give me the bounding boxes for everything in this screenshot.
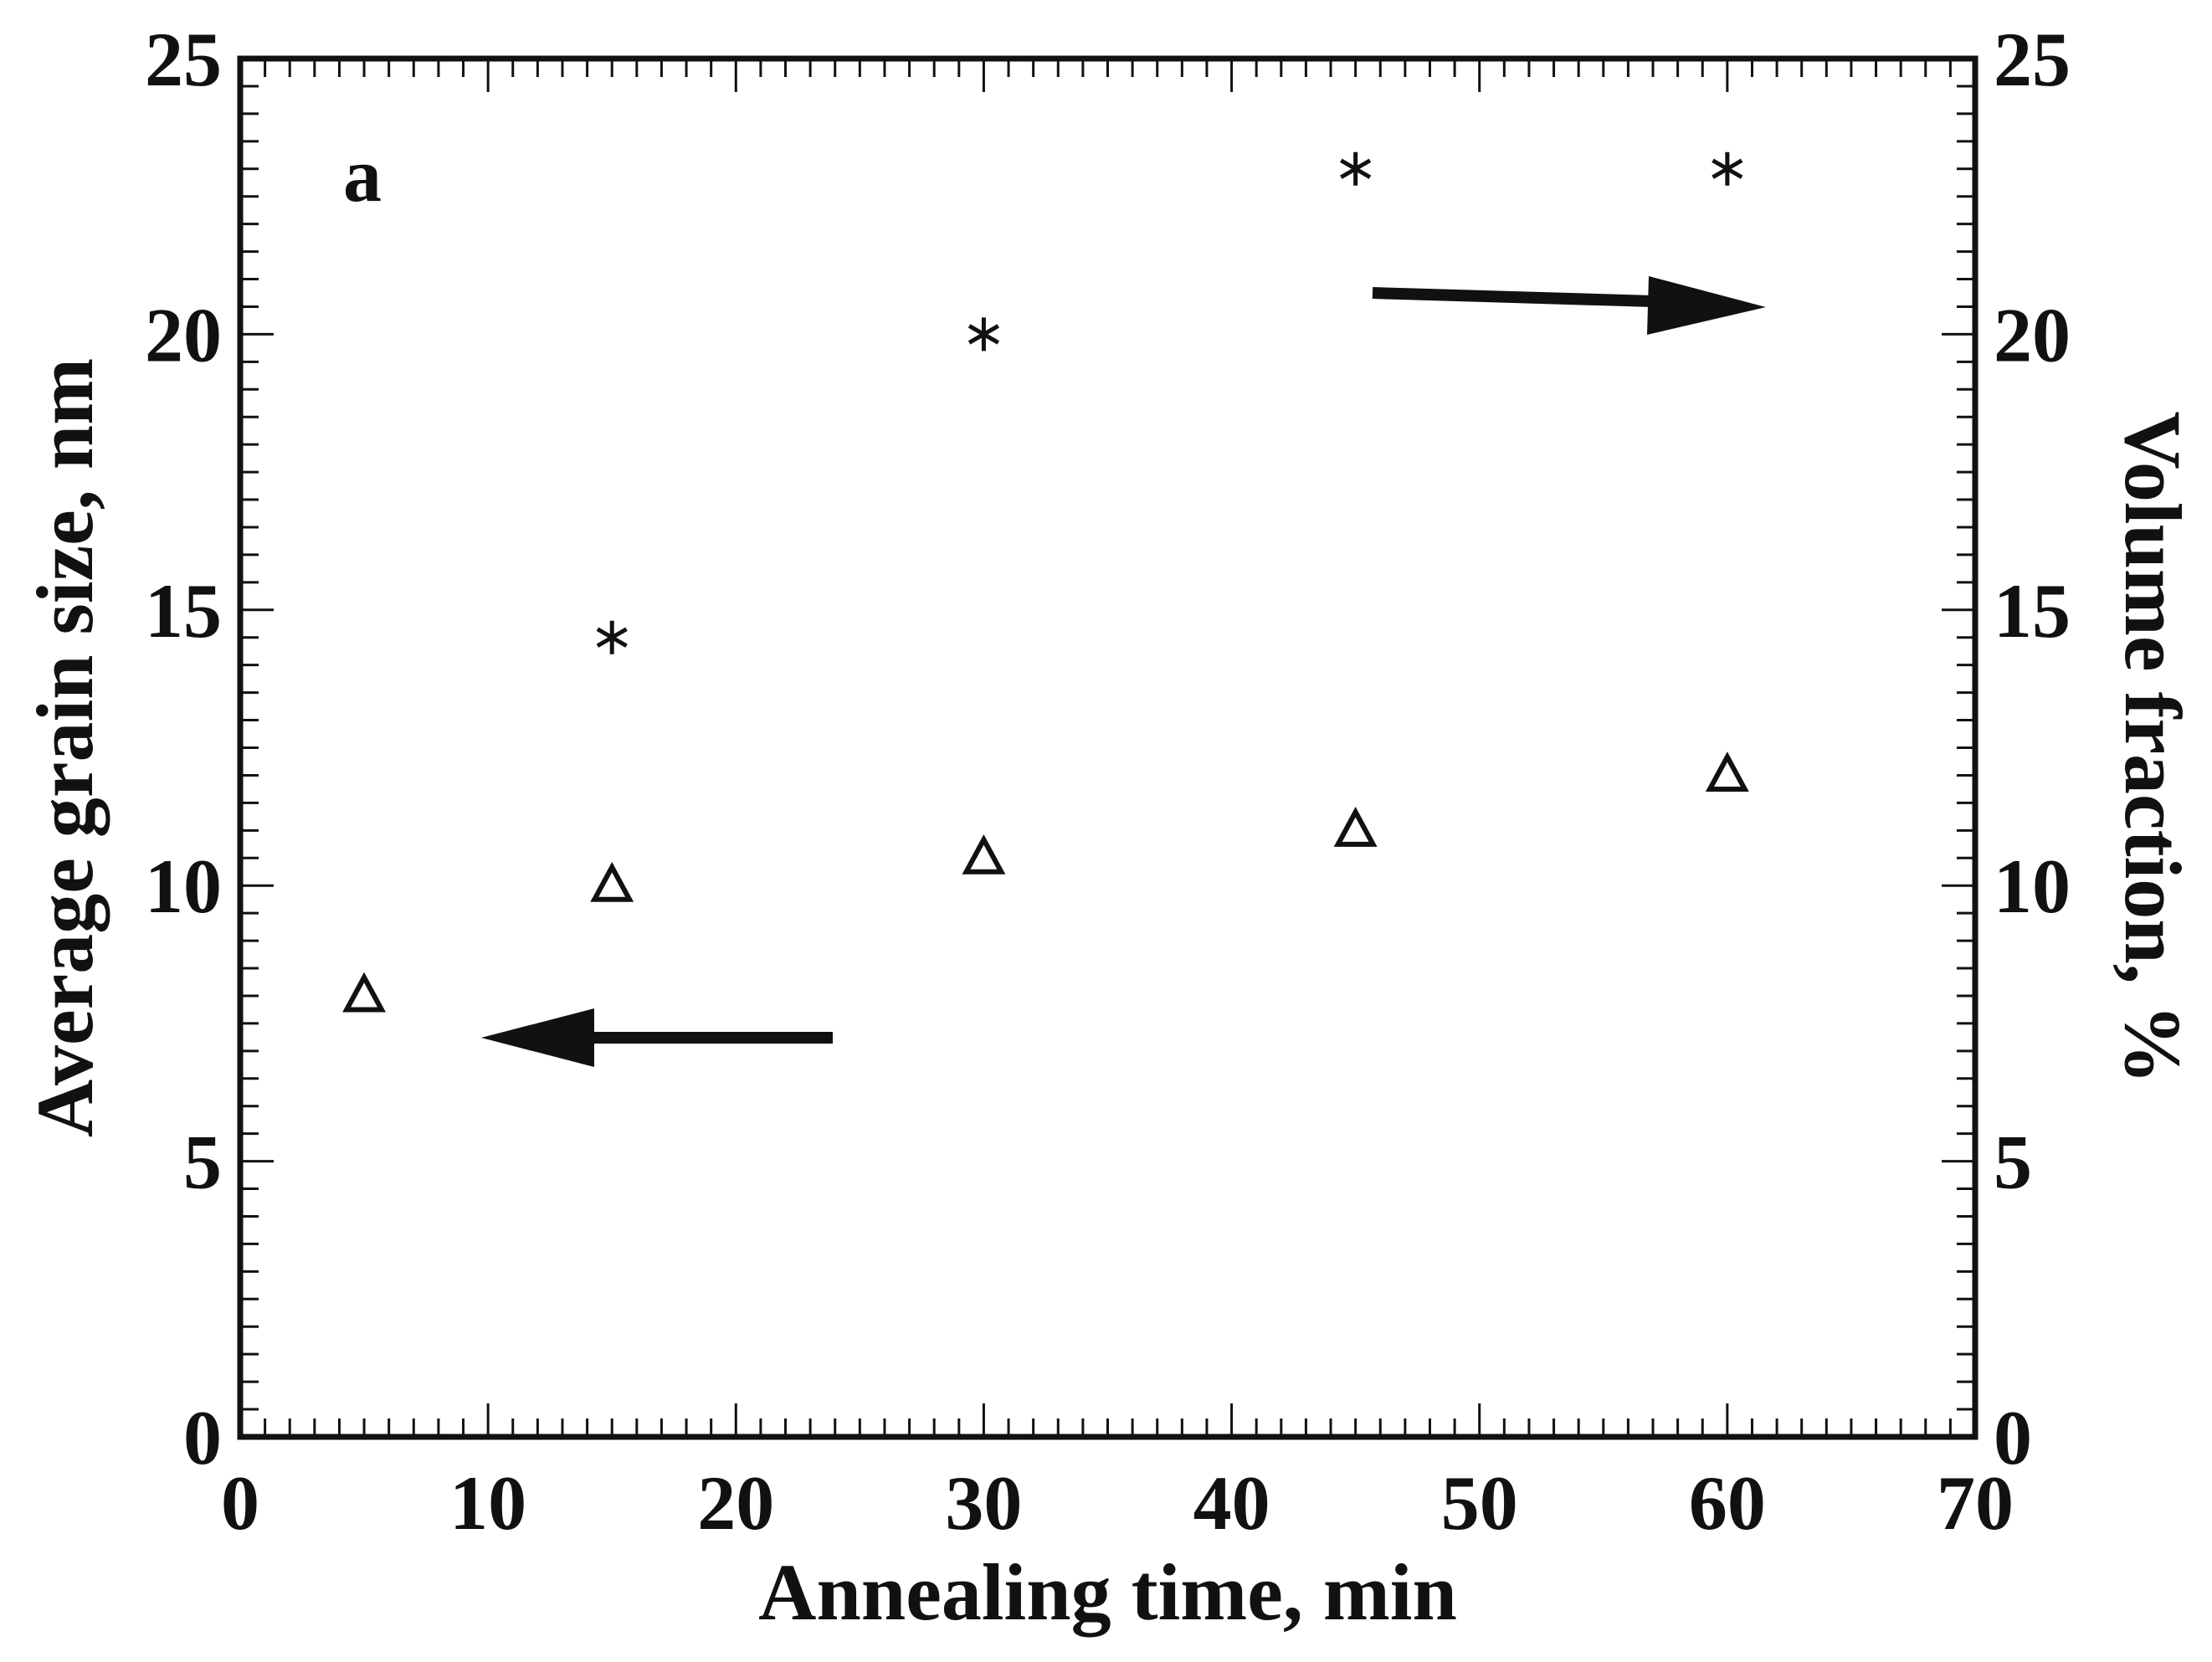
- y-right-tick-label: 25: [1994, 17, 2071, 102]
- x-tick-label: 20: [697, 1460, 774, 1546]
- triangle-marker: [962, 834, 1006, 875]
- panel-label: a: [343, 132, 382, 218]
- y-right-tick-label: 0: [1994, 1395, 2032, 1480]
- plot-border: [237, 55, 1978, 1440]
- x-axis-title: Annealing time, min: [758, 1547, 1457, 1637]
- y-right-tick-label: 5: [1994, 1120, 2032, 1205]
- x-tick-label: 50: [1441, 1460, 1518, 1546]
- x-tick-label: 40: [1193, 1460, 1270, 1546]
- triangle-marker: [1705, 751, 1749, 792]
- asterisk-stroke: [967, 324, 999, 345]
- x-tick-label: 30: [945, 1460, 1022, 1546]
- asterisk-marker: [967, 317, 999, 351]
- y-right-tick-label: 10: [1994, 844, 2071, 929]
- left-arrow-head: [481, 1008, 594, 1067]
- x-tick-label: 60: [1689, 1460, 1766, 1546]
- asterisk-marker: [1340, 151, 1372, 186]
- y-axis-left-title: Average grain size, nm: [20, 358, 110, 1137]
- axis-ticks: [239, 57, 1977, 1439]
- triangle-marker: [590, 861, 634, 902]
- asterisk-stroke: [596, 627, 628, 648]
- y-left-tick-label: 5: [183, 1120, 222, 1205]
- x-tick-label: 0: [221, 1460, 259, 1546]
- y-left-tick-label: 20: [145, 292, 222, 377]
- y-left-tick-label: 10: [145, 844, 222, 929]
- y-left-tick-label: 15: [145, 568, 222, 654]
- y-right-tick-label: 20: [1994, 292, 2071, 377]
- y-right-tick-label: 15: [1994, 568, 2071, 654]
- data-markers: [342, 151, 1749, 1013]
- asterisk-stroke: [1340, 158, 1372, 179]
- asterisk-stroke: [1712, 158, 1743, 179]
- asterisk-marker: [596, 620, 628, 654]
- triangle-marker: [342, 972, 387, 1013]
- triangle-marker: [1333, 807, 1378, 847]
- asterisk-marker: [1712, 151, 1743, 186]
- plot-frame: [237, 55, 1978, 1440]
- right-arrow-head: [1647, 276, 1766, 335]
- y-axis-right-title: Volume fraction, %: [2108, 411, 2198, 1084]
- x-tick-label: 70: [1937, 1460, 2014, 1546]
- right-arrow-shaft: [1372, 287, 1654, 307]
- axis-arrows: [481, 276, 1766, 1067]
- y-left-tick-label: 0: [183, 1395, 222, 1480]
- x-tick-label: 10: [449, 1460, 526, 1546]
- y-left-tick-label: 25: [145, 17, 222, 102]
